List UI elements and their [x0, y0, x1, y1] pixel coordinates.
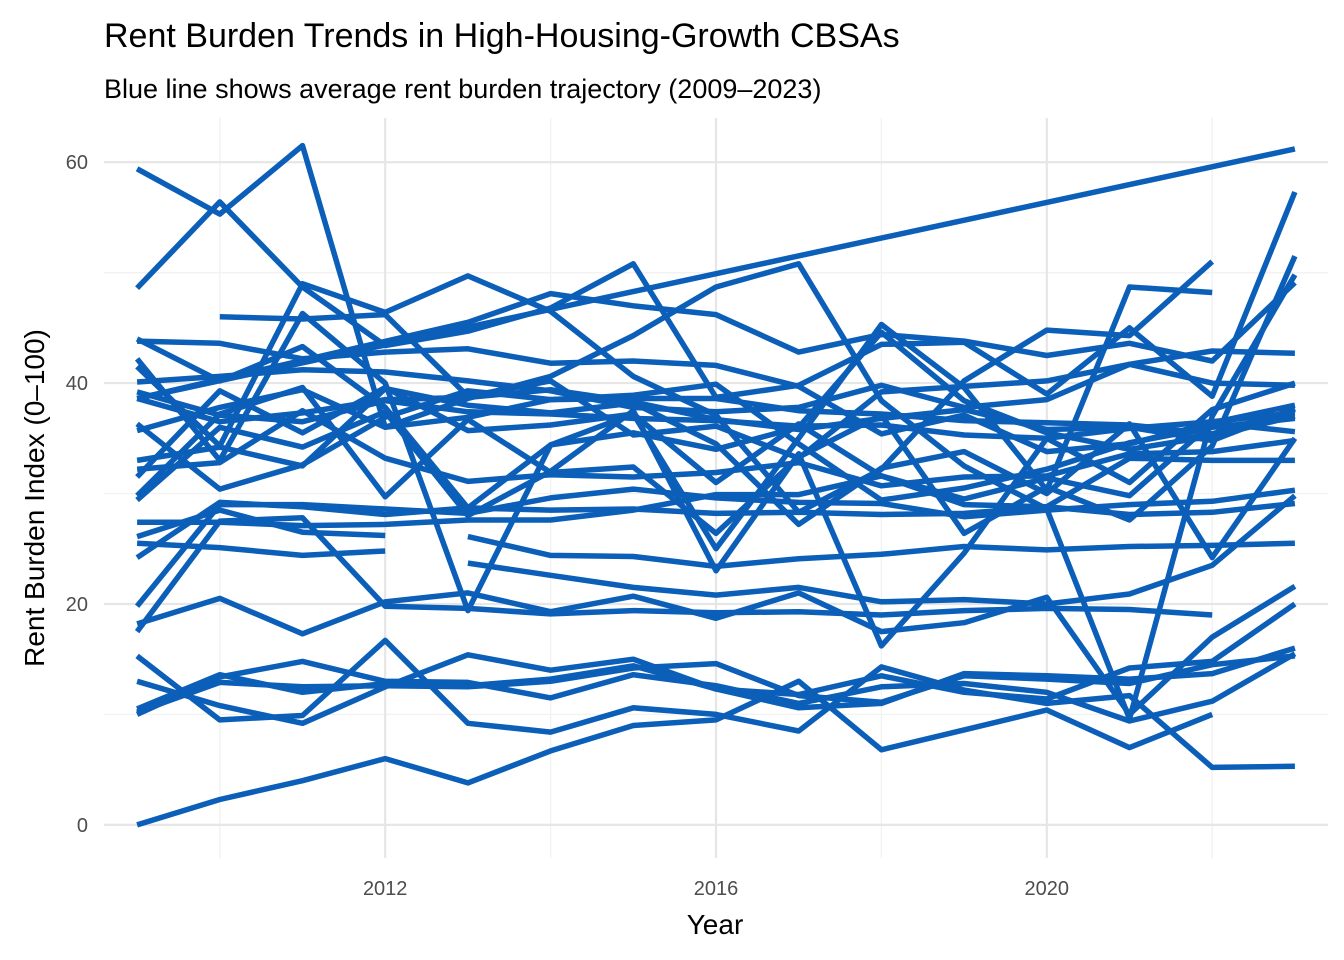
series-line-23 — [135, 259, 1215, 516]
series-line-33 — [136, 146, 1296, 402]
chart-subtitle: Blue line shows average rent burden traj… — [104, 74, 821, 104]
y-tick-label: 20 — [66, 594, 88, 616]
major-gridlines — [104, 118, 1328, 858]
series-line-17 — [136, 361, 1295, 415]
series-line-7 — [134, 515, 1213, 634]
chart-title: Rent Burden Trends in High-Housing-Growt… — [104, 17, 900, 55]
y-tick-label: 60 — [66, 152, 88, 174]
y-tick-label: 40 — [66, 373, 88, 395]
series-line-25 — [136, 389, 1296, 442]
x-tick-label: 2012 — [363, 878, 408, 900]
series-line-10 — [136, 540, 386, 559]
series-line-12 — [135, 380, 1296, 649]
series-line-3 — [135, 651, 1297, 724]
series-line-11 — [136, 507, 386, 540]
series-line-6 — [136, 583, 1297, 718]
series-line-30 — [467, 493, 1297, 607]
series-line-34 — [135, 255, 1298, 537]
series-line-28 — [136, 653, 1296, 715]
series-line-9 — [137, 455, 1295, 529]
series-line-29 — [467, 533, 1295, 570]
series-line-1 — [136, 678, 1214, 828]
x-tick-label: 2016 — [694, 878, 739, 900]
x-axis-title: Year — [687, 909, 744, 940]
series-line-32 — [219, 311, 1295, 461]
x-tick-labels: 2012 2016 2020 — [363, 878, 1069, 900]
series-line-15 — [136, 381, 1296, 503]
y-axis-title: Rent Burden Index (0–100) — [19, 329, 50, 667]
series-line-27 — [135, 499, 1296, 560]
series-line-19 — [135, 329, 1296, 511]
y-tick-labels: 0 20 40 60 — [66, 152, 88, 837]
series-lines — [134, 142, 1298, 828]
series-line-31 — [136, 280, 1297, 402]
y-tick-label: 0 — [77, 815, 88, 837]
series-line-13 — [135, 384, 1296, 502]
x-tick-label: 2020 — [1025, 878, 1070, 900]
series-line-24 — [135, 388, 1296, 492]
series-line-22 — [134, 284, 1213, 614]
series-line-21 — [135, 142, 1298, 722]
